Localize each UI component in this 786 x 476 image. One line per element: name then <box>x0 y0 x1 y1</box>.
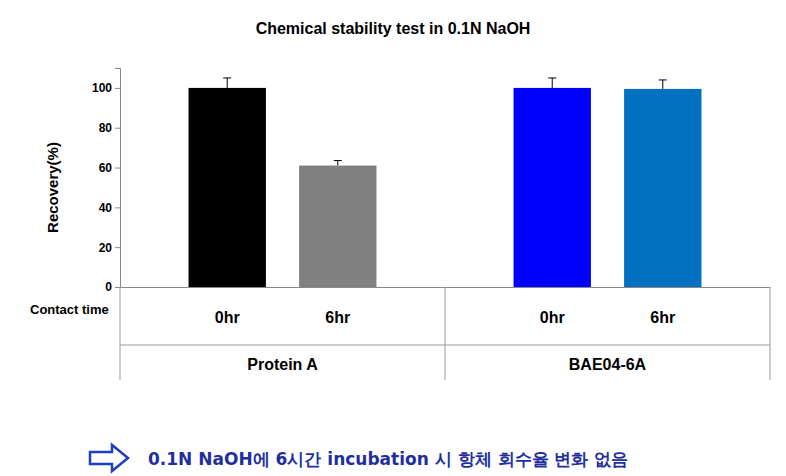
y-tick: 40 <box>99 201 120 215</box>
y-tick: 20 <box>99 241 120 255</box>
y-tick-mark <box>115 128 120 129</box>
y-tick: 100 <box>92 81 120 95</box>
y-tick: 80 <box>99 121 120 135</box>
x-tick-label: 0hr <box>215 309 240 326</box>
y-axis-line <box>115 69 121 288</box>
x-tick-label: 0hr <box>540 309 565 326</box>
y-axis-title: Recovery(%) <box>44 142 61 233</box>
annotation: 0.1N NaOH에 6시간 incubation 시 항체 회수율 변화 없음 <box>148 449 628 469</box>
y-tick-label: 80 <box>99 121 113 135</box>
arrow <box>90 445 128 471</box>
error-bar-line <box>337 161 338 166</box>
error-bar <box>223 78 231 88</box>
group-label: Protein A <box>247 356 318 373</box>
y-tick: 0 <box>105 280 120 294</box>
bar <box>624 89 701 287</box>
error-bar-cap <box>223 77 231 78</box>
y-tick-label: 100 <box>92 81 112 95</box>
y-tick-label: 60 <box>99 161 113 175</box>
group-label: BAE04-6A <box>569 356 647 373</box>
y-axis: 0 20 40 60 80 100 <box>92 69 121 295</box>
bar <box>514 88 591 287</box>
bar <box>189 88 266 287</box>
y-tick-mark <box>115 287 120 288</box>
y-tick-label: 20 <box>99 241 113 255</box>
x-axis-title: Contact time <box>30 302 109 317</box>
table-line <box>770 287 771 380</box>
y-tick-mark <box>115 88 120 89</box>
chart: Chemical stability test in 0.1N NaOH 0 20 4… <box>0 0 786 476</box>
table-line <box>120 345 770 346</box>
category-table <box>120 287 770 380</box>
title: Chemical stability test in 0.1N NaOH <box>256 20 531 37</box>
error-bar <box>659 80 667 89</box>
bar <box>299 166 376 287</box>
plot-area <box>189 78 702 287</box>
y-tick-label: 0 <box>105 280 112 294</box>
x-tick-label: 6hr <box>325 309 350 326</box>
error-bar-line <box>227 78 228 88</box>
y-tick: 60 <box>99 161 120 175</box>
y-tick-mark <box>115 207 120 208</box>
table-line <box>445 287 446 380</box>
error-bar-line <box>662 80 663 89</box>
error-bar <box>334 161 342 166</box>
error-bar-cap <box>548 77 556 78</box>
error-bar-cap <box>659 79 667 80</box>
y-tick-label: 40 <box>99 201 113 215</box>
x-tick-label: 6hr <box>650 309 675 326</box>
y-tick-mark <box>115 168 120 169</box>
error-bar-line <box>552 78 553 88</box>
table-line <box>120 287 121 380</box>
y-tick-mark <box>115 247 120 248</box>
error-bar <box>548 78 556 88</box>
error-bar-cap <box>334 160 342 161</box>
